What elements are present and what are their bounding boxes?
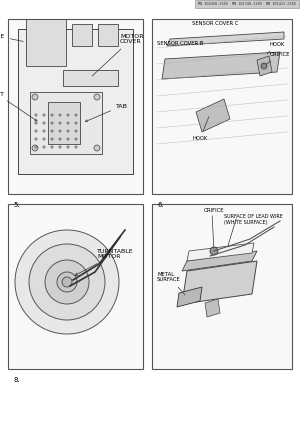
Circle shape <box>57 272 77 292</box>
Circle shape <box>67 138 69 140</box>
Circle shape <box>32 145 38 151</box>
Text: TAB: TAB <box>85 103 128 122</box>
Circle shape <box>43 114 45 116</box>
Polygon shape <box>196 99 230 132</box>
Bar <box>48 102 80 144</box>
Circle shape <box>62 277 72 287</box>
Text: SURFACE OF LEAD WIRE
(WHITE SURFACE): SURFACE OF LEAD WIRE (WHITE SURFACE) <box>224 214 283 225</box>
Circle shape <box>29 244 105 320</box>
Bar <box>195 0 299 8</box>
Bar <box>8 204 143 369</box>
Circle shape <box>59 114 61 116</box>
Text: METAL
SURFACE: METAL SURFACE <box>157 272 185 295</box>
Text: HOOK: HOOK <box>267 42 285 54</box>
Text: SENSOR COVER B: SENSOR COVER B <box>157 41 203 46</box>
Circle shape <box>67 146 69 148</box>
Circle shape <box>51 138 53 140</box>
Circle shape <box>94 145 100 151</box>
Circle shape <box>59 122 61 124</box>
Circle shape <box>67 130 69 132</box>
Text: MOTOR
COVER: MOTOR COVER <box>92 33 143 76</box>
Polygon shape <box>182 261 257 304</box>
Polygon shape <box>167 32 284 46</box>
Circle shape <box>59 146 61 148</box>
Circle shape <box>67 122 69 124</box>
Circle shape <box>75 122 77 124</box>
Bar <box>72 24 92 46</box>
Circle shape <box>32 94 38 100</box>
Circle shape <box>51 114 53 116</box>
Circle shape <box>45 260 89 304</box>
Circle shape <box>35 130 37 132</box>
Bar <box>30 92 102 154</box>
Circle shape <box>59 138 61 140</box>
Polygon shape <box>177 287 202 307</box>
Text: HOOK: HOOK <box>192 117 209 141</box>
Circle shape <box>43 122 45 124</box>
Bar <box>152 204 292 369</box>
Text: BASE: BASE <box>0 33 23 42</box>
Circle shape <box>35 114 37 116</box>
Polygon shape <box>205 299 220 317</box>
Bar <box>63 70 118 86</box>
Polygon shape <box>182 251 257 271</box>
Circle shape <box>75 130 77 132</box>
Circle shape <box>43 130 45 132</box>
Bar <box>152 19 292 194</box>
Text: TURNTABLE
MOTOR: TURNTABLE MOTOR <box>75 248 134 275</box>
Circle shape <box>51 122 53 124</box>
Circle shape <box>67 114 69 116</box>
Bar <box>18 29 133 174</box>
Polygon shape <box>187 243 254 261</box>
Circle shape <box>51 146 53 148</box>
Circle shape <box>210 247 218 255</box>
Circle shape <box>35 122 37 124</box>
Circle shape <box>15 230 119 334</box>
Text: 8.: 8. <box>13 377 20 383</box>
Circle shape <box>43 138 45 140</box>
Circle shape <box>75 146 77 148</box>
Text: SLOT: SLOT <box>0 92 37 121</box>
Bar <box>98 24 118 46</box>
Polygon shape <box>162 52 280 79</box>
Bar <box>26 19 66 66</box>
Circle shape <box>51 130 53 132</box>
Text: MN 3D2450-2380  MN 3D1740-2380  MN 3D1423-2380: MN 3D2450-2380 MN 3D1740-2380 MN 3D1423-… <box>198 2 296 6</box>
Circle shape <box>94 94 100 100</box>
Circle shape <box>75 114 77 116</box>
Circle shape <box>261 63 267 69</box>
Text: SENSOR COVER C: SENSOR COVER C <box>192 21 238 26</box>
Circle shape <box>35 138 37 140</box>
Circle shape <box>35 146 37 148</box>
Text: ORIFICE: ORIFICE <box>266 51 290 64</box>
Circle shape <box>59 130 61 132</box>
Text: 5.: 5. <box>13 202 20 208</box>
Circle shape <box>43 146 45 148</box>
Polygon shape <box>257 56 272 76</box>
Text: ORIFICE: ORIFICE <box>204 209 224 214</box>
Circle shape <box>75 138 77 140</box>
Text: 6.: 6. <box>157 202 164 208</box>
Bar <box>8 19 143 194</box>
